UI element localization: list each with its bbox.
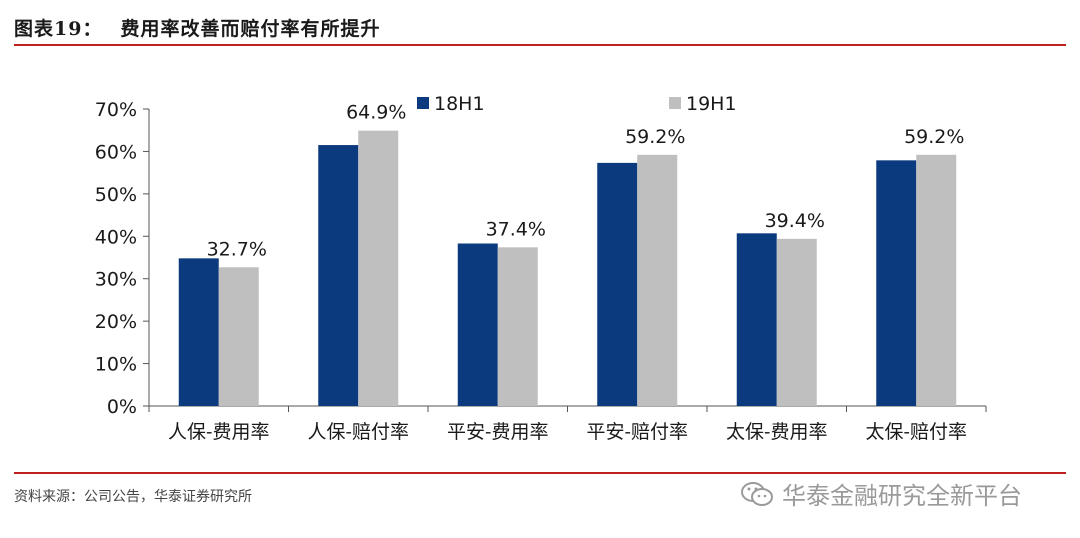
bar-18h1 (597, 162, 638, 406)
y-tick-label: 20% (95, 311, 137, 333)
y-tick-label: 0% (107, 396, 137, 418)
y-tick-label: 60% (95, 141, 137, 163)
y-tick-label: 30% (95, 269, 137, 291)
category-label: 太保-费用率 (726, 421, 827, 443)
legend-label: 19H1 (686, 93, 737, 115)
bar-18h1 (876, 160, 917, 406)
bar-18h1 (178, 258, 219, 406)
bar-18h1 (318, 145, 359, 407)
bars (178, 130, 957, 407)
data-label: 59.2% (904, 126, 964, 148)
figure-caption: 费用率改善而赔付率有所提升 (120, 18, 381, 40)
bar-19h1 (358, 130, 399, 407)
y-tick-label: 10% (95, 354, 137, 376)
category-label: 人保-赔付率 (308, 421, 409, 443)
bar-18h1 (736, 233, 777, 406)
data-label: 64.9% (346, 102, 406, 124)
title-divider (14, 44, 1066, 46)
y-axis: 0% 10% 20% 30% 40% 50% 60% 70% (95, 99, 150, 418)
legend: 18H1 19H1 (417, 93, 737, 115)
source-note: 资料来源：公司公告，华泰证券研究所 (14, 489, 252, 505)
bar-19h1 (637, 154, 678, 406)
legend-swatch (669, 97, 681, 109)
bar-19h1 (776, 238, 817, 406)
x-axis (148, 405, 987, 412)
bar-19h1 (916, 154, 957, 406)
figure-number: 图表19： (14, 18, 103, 40)
category-label: 太保-赔付率 (866, 421, 967, 443)
legend-swatch (417, 97, 429, 109)
y-tick-label: 40% (95, 226, 137, 248)
category-label: 人保-费用率 (168, 421, 269, 443)
bar-18h1 (457, 243, 498, 406)
data-label: 59.2% (625, 126, 685, 148)
bar-19h1 (497, 247, 538, 406)
legend-label: 18H1 (434, 93, 485, 115)
footer-divider (14, 472, 1066, 474)
category-labels: 人保-费用率 人保-赔付率 平安-费用率 平安-赔付率 太保-费用率 太保-赔付率 (168, 421, 967, 443)
wechat-icon (741, 481, 773, 506)
y-tick-label: 50% (95, 184, 137, 206)
data-label: 37.4% (486, 218, 546, 240)
watermark-text: 华泰金融研究全新平台 (782, 482, 1022, 510)
data-labels: 32.7% 64.9% 37.4% 59.2% 39.4% 59.2% (207, 102, 965, 261)
category-label: 平安-费用率 (447, 421, 548, 443)
watermark: 华泰金融研究全新平台 (740, 476, 1022, 511)
category-label: 平安-赔付率 (587, 421, 688, 443)
bar-19h1 (218, 267, 259, 406)
data-label: 32.7% (207, 238, 267, 260)
data-label: 39.4% (765, 210, 825, 232)
y-tick-label: 70% (95, 99, 137, 121)
bar-chart: 0% 10% 20% 30% 40% 50% 60% 70% 32.7% 64.9% 37.4% 5… (95, 93, 987, 443)
figure-title: 图表19： 费用率改善而赔付率有所提升 (14, 14, 380, 41)
